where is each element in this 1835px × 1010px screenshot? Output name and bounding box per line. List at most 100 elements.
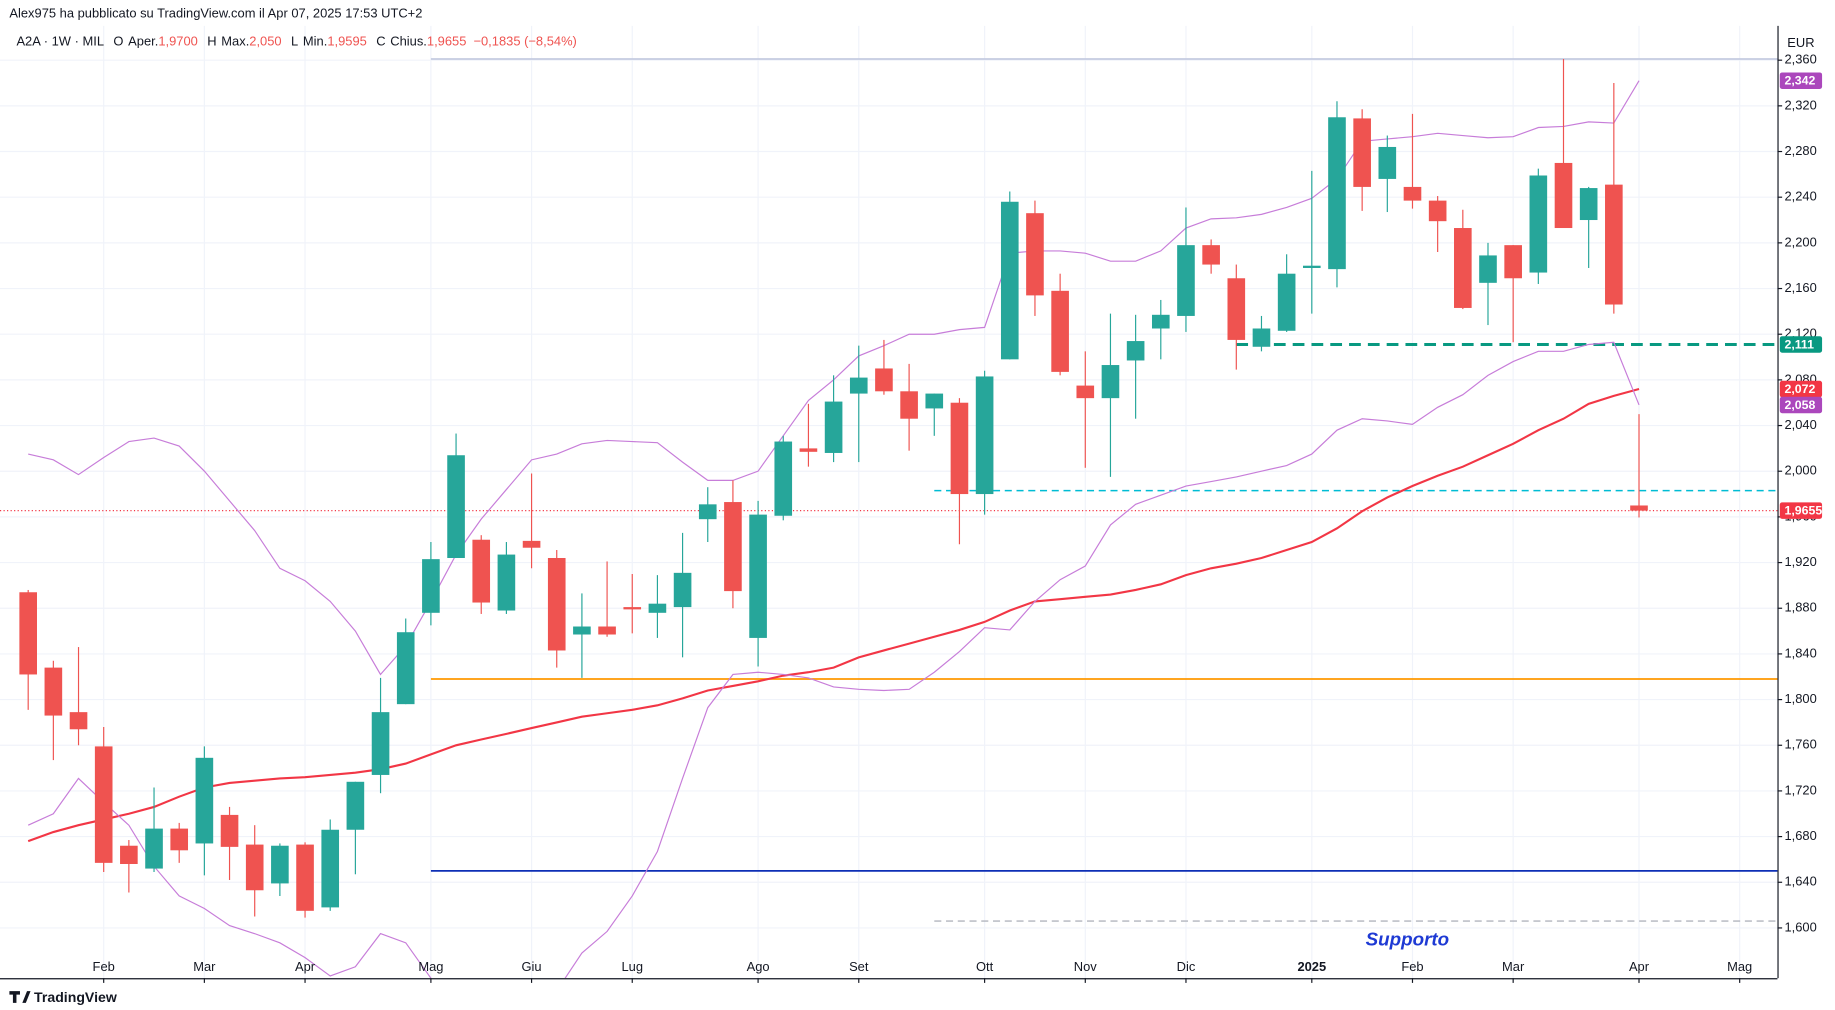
candle-body — [1353, 118, 1371, 187]
candle-body — [447, 455, 465, 559]
legend-value: 1,9655 — [427, 34, 467, 49]
x-tick-label: Mag — [1727, 959, 1752, 974]
x-tick-label: Set — [849, 959, 869, 974]
price-label: 1,9655 — [1784, 503, 1822, 517]
candle-body — [245, 844, 264, 891]
candle-body — [1000, 201, 1019, 360]
candle-body — [749, 514, 767, 638]
candle-body — [271, 845, 289, 884]
x-tick-label: Ago — [747, 959, 770, 974]
candle-body — [1177, 245, 1195, 316]
candle-body — [422, 559, 440, 613]
y-tick-label: 2,280 — [1784, 143, 1816, 158]
candle-body — [648, 603, 667, 613]
legend-name: Min. — [303, 34, 327, 49]
x-tick-label: Giu — [522, 959, 542, 974]
candle-body — [44, 667, 63, 716]
axes: 1,600 1,640 1,680 1,720 1,760 1,800 1,840 1,880… — [93, 52, 1823, 983]
candle-body — [396, 632, 415, 705]
candle-body — [724, 502, 742, 592]
candle-body — [623, 607, 642, 610]
x-tick-label: Feb — [93, 959, 115, 974]
candle-body — [371, 712, 390, 775]
candle-body — [1378, 146, 1397, 179]
y-tick-label: 1,880 — [1784, 600, 1816, 615]
price-label-box — [1779, 502, 1823, 519]
candle-body — [849, 377, 868, 394]
candle-body — [1630, 505, 1648, 511]
y-tick-label: 1,760 — [1784, 737, 1816, 752]
candle-body — [975, 376, 994, 495]
header-text: Alex975 ha pubblicato su TradingView.com… — [9, 6, 422, 21]
candle-body — [1302, 265, 1321, 268]
price-label: 2,058 — [1784, 398, 1815, 412]
candle-body — [1579, 188, 1598, 221]
x-tick-label: Nov — [1074, 959, 1098, 974]
legend-name: Aper. — [128, 34, 158, 49]
y-tick-label: 1,800 — [1784, 691, 1816, 706]
candle-body — [497, 554, 516, 611]
y-tick-label: 2,320 — [1784, 97, 1816, 112]
candle-body — [1504, 245, 1522, 279]
candle-body — [1051, 290, 1069, 372]
x-tick-label: 2025 — [1297, 959, 1326, 974]
legend-key: O — [113, 34, 123, 49]
candle-body — [170, 828, 189, 851]
indicator-line — [27, 388, 1640, 843]
x-tick-label: Apr — [1629, 959, 1650, 974]
y-tick-label: 1,840 — [1784, 645, 1816, 660]
candle-body — [120, 845, 138, 865]
y-tick-label: 2,040 — [1784, 417, 1816, 432]
candle-body — [1126, 341, 1145, 361]
candle-body — [321, 829, 340, 908]
candle-body — [547, 558, 566, 651]
y-tick-label: 1,720 — [1784, 782, 1816, 797]
candle-body — [1151, 314, 1170, 329]
grid — [0, 25, 1778, 979]
x-tick-label: Lug — [621, 959, 643, 974]
x-tick-label: Dic — [1177, 959, 1196, 974]
price-label-box — [1779, 72, 1823, 89]
candle-body — [673, 572, 692, 608]
indicator-line — [27, 341, 1640, 979]
y-tick-label: 1,680 — [1784, 828, 1816, 843]
candle-body — [1101, 365, 1120, 399]
candle-body — [1277, 273, 1296, 331]
legend-key: L — [291, 34, 298, 49]
legend-key: H — [207, 34, 216, 49]
legend: A2A · 1W · MIL O Aper.1,9700 H Max.2,050 L Min… — [16, 34, 576, 49]
candle-body — [925, 393, 944, 409]
plot-area — [0, 58, 1778, 979]
candle-body — [950, 402, 969, 495]
candle-body — [472, 539, 491, 603]
candle-body — [598, 626, 616, 635]
candle-body — [19, 592, 38, 675]
candle-body — [145, 828, 163, 869]
candle-body — [522, 540, 541, 548]
legend-key: C — [376, 34, 385, 49]
legend-value: 1,9595 — [327, 34, 367, 49]
legend-name: Chius. — [390, 34, 427, 49]
candle-body — [1428, 200, 1447, 222]
footer-brand: TradingView — [34, 989, 117, 1005]
candle-body — [220, 814, 239, 847]
candle-body — [346, 781, 365, 830]
candle-body — [1605, 184, 1623, 305]
candle-body — [94, 746, 113, 863]
currency: EUR — [1787, 35, 1814, 50]
x-tick-label: Ott — [976, 959, 994, 974]
y-tick-label: 2,000 — [1784, 463, 1816, 478]
candle-body — [1202, 245, 1220, 265]
x-tick-label: Feb — [1401, 959, 1423, 974]
price-label-box — [1779, 396, 1823, 414]
candle-body — [1554, 162, 1573, 229]
price-label-box — [1779, 336, 1823, 353]
candle-body — [1479, 255, 1497, 283]
legend-name: Max. — [221, 34, 249, 49]
candle-body — [1076, 385, 1095, 399]
candle-body — [1227, 278, 1246, 340]
candle-body — [195, 757, 214, 844]
legend-symbol: A2A · 1W · MIL — [16, 34, 104, 49]
